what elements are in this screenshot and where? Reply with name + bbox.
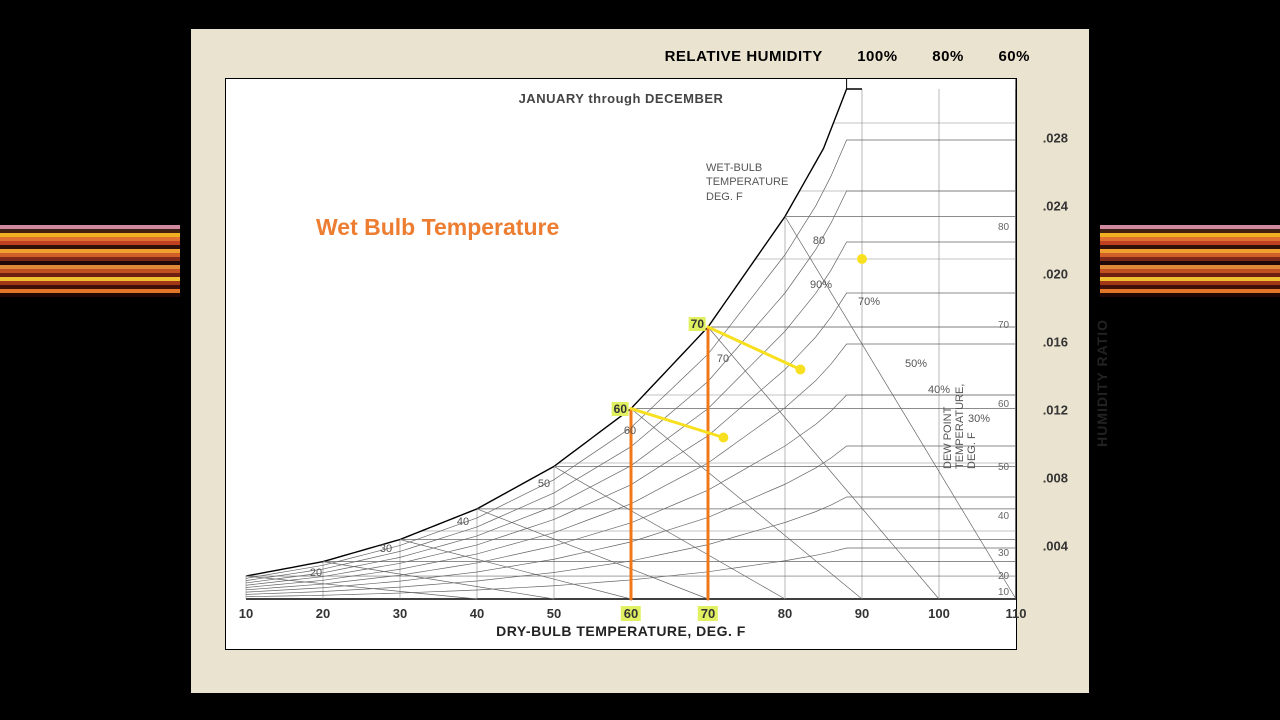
y-tick: .016	[1043, 335, 1068, 350]
stage: RELATIVE HUMIDITY 100% 80% 60% JANUARY t…	[0, 0, 1280, 720]
rh-header: RELATIVE HUMIDITY 100% 80% 60%	[190, 48, 1090, 65]
x-axis-label: DRY-BULB TEMPERATURE, DEG. F	[226, 623, 1016, 639]
y-tick: .008	[1043, 471, 1068, 486]
y-tick: .028	[1043, 131, 1068, 146]
decor-band-left	[0, 225, 180, 297]
x-tick-highlight: 70	[698, 606, 718, 621]
dewpoint-label: 20	[998, 571, 1009, 582]
x-tick: 30	[393, 606, 407, 621]
wetbulb-label: 20	[310, 567, 322, 579]
wetbulb-label: 40	[457, 516, 469, 528]
dewpoint-label: 30	[998, 548, 1009, 559]
x-tick: 50	[547, 606, 561, 621]
wetbulb-unit-label: WET-BULBTEMPERATUREDEG. F	[706, 161, 788, 204]
dewpoint-label: 70	[998, 320, 1009, 331]
x-tick: 80	[778, 606, 792, 621]
rh-header-80: 80%	[932, 48, 964, 65]
rh-header-60: 60%	[998, 48, 1030, 65]
x-tick: 110	[1006, 606, 1027, 621]
y-tick: .012	[1043, 403, 1068, 418]
rh-label: 90%	[810, 279, 832, 291]
x-tick-highlight: 60	[621, 606, 641, 621]
y-axis-label: HUMIDITY RATIO	[1094, 319, 1110, 447]
dewpoint-label: 50	[998, 462, 1009, 473]
dewpoint-label: 10	[998, 587, 1009, 598]
psychrometric-chart: JANUARY through DECEMBER Wet Bulb Temper…	[225, 78, 1017, 650]
y-tick: .004	[1043, 539, 1068, 554]
chart-svg	[226, 79, 1016, 649]
rh-label: 40%	[928, 384, 950, 396]
x-tick: 90	[855, 606, 869, 621]
dewpoint-label: 60	[998, 399, 1009, 410]
x-tick: 20	[316, 606, 330, 621]
wetbulb-label: 80	[813, 235, 825, 247]
x-tick: 100	[928, 606, 950, 621]
wetbulb-label: 50	[538, 478, 550, 490]
dewpoint-label: 80	[998, 222, 1009, 233]
x-tick: 40	[470, 606, 484, 621]
x-tick: 10	[239, 606, 253, 621]
slide-board: RELATIVE HUMIDITY 100% 80% 60% JANUARY t…	[190, 28, 1090, 694]
wetbulb-label: 30	[380, 543, 392, 555]
wetbulb-label: 60	[624, 425, 636, 437]
wetbulb-highlight-label: 70	[689, 317, 706, 331]
dewpoint-label: 40	[998, 511, 1009, 522]
decor-band-right	[1100, 225, 1280, 297]
wetbulb-highlight-label: 60	[612, 402, 629, 416]
rh-label: 50%	[905, 358, 927, 370]
rh-label: 70%	[858, 296, 880, 308]
rh-header-100: 100%	[857, 48, 897, 65]
wetbulb-label: 70	[717, 353, 729, 365]
dewpoint-unit-label: DEW POINT TEMPERATURE, DEG. F	[942, 384, 978, 469]
y-tick: .020	[1043, 267, 1068, 282]
y-tick: .024	[1043, 199, 1068, 214]
rh-label: 30%	[968, 413, 990, 425]
rh-header-label: RELATIVE HUMIDITY	[665, 48, 823, 65]
